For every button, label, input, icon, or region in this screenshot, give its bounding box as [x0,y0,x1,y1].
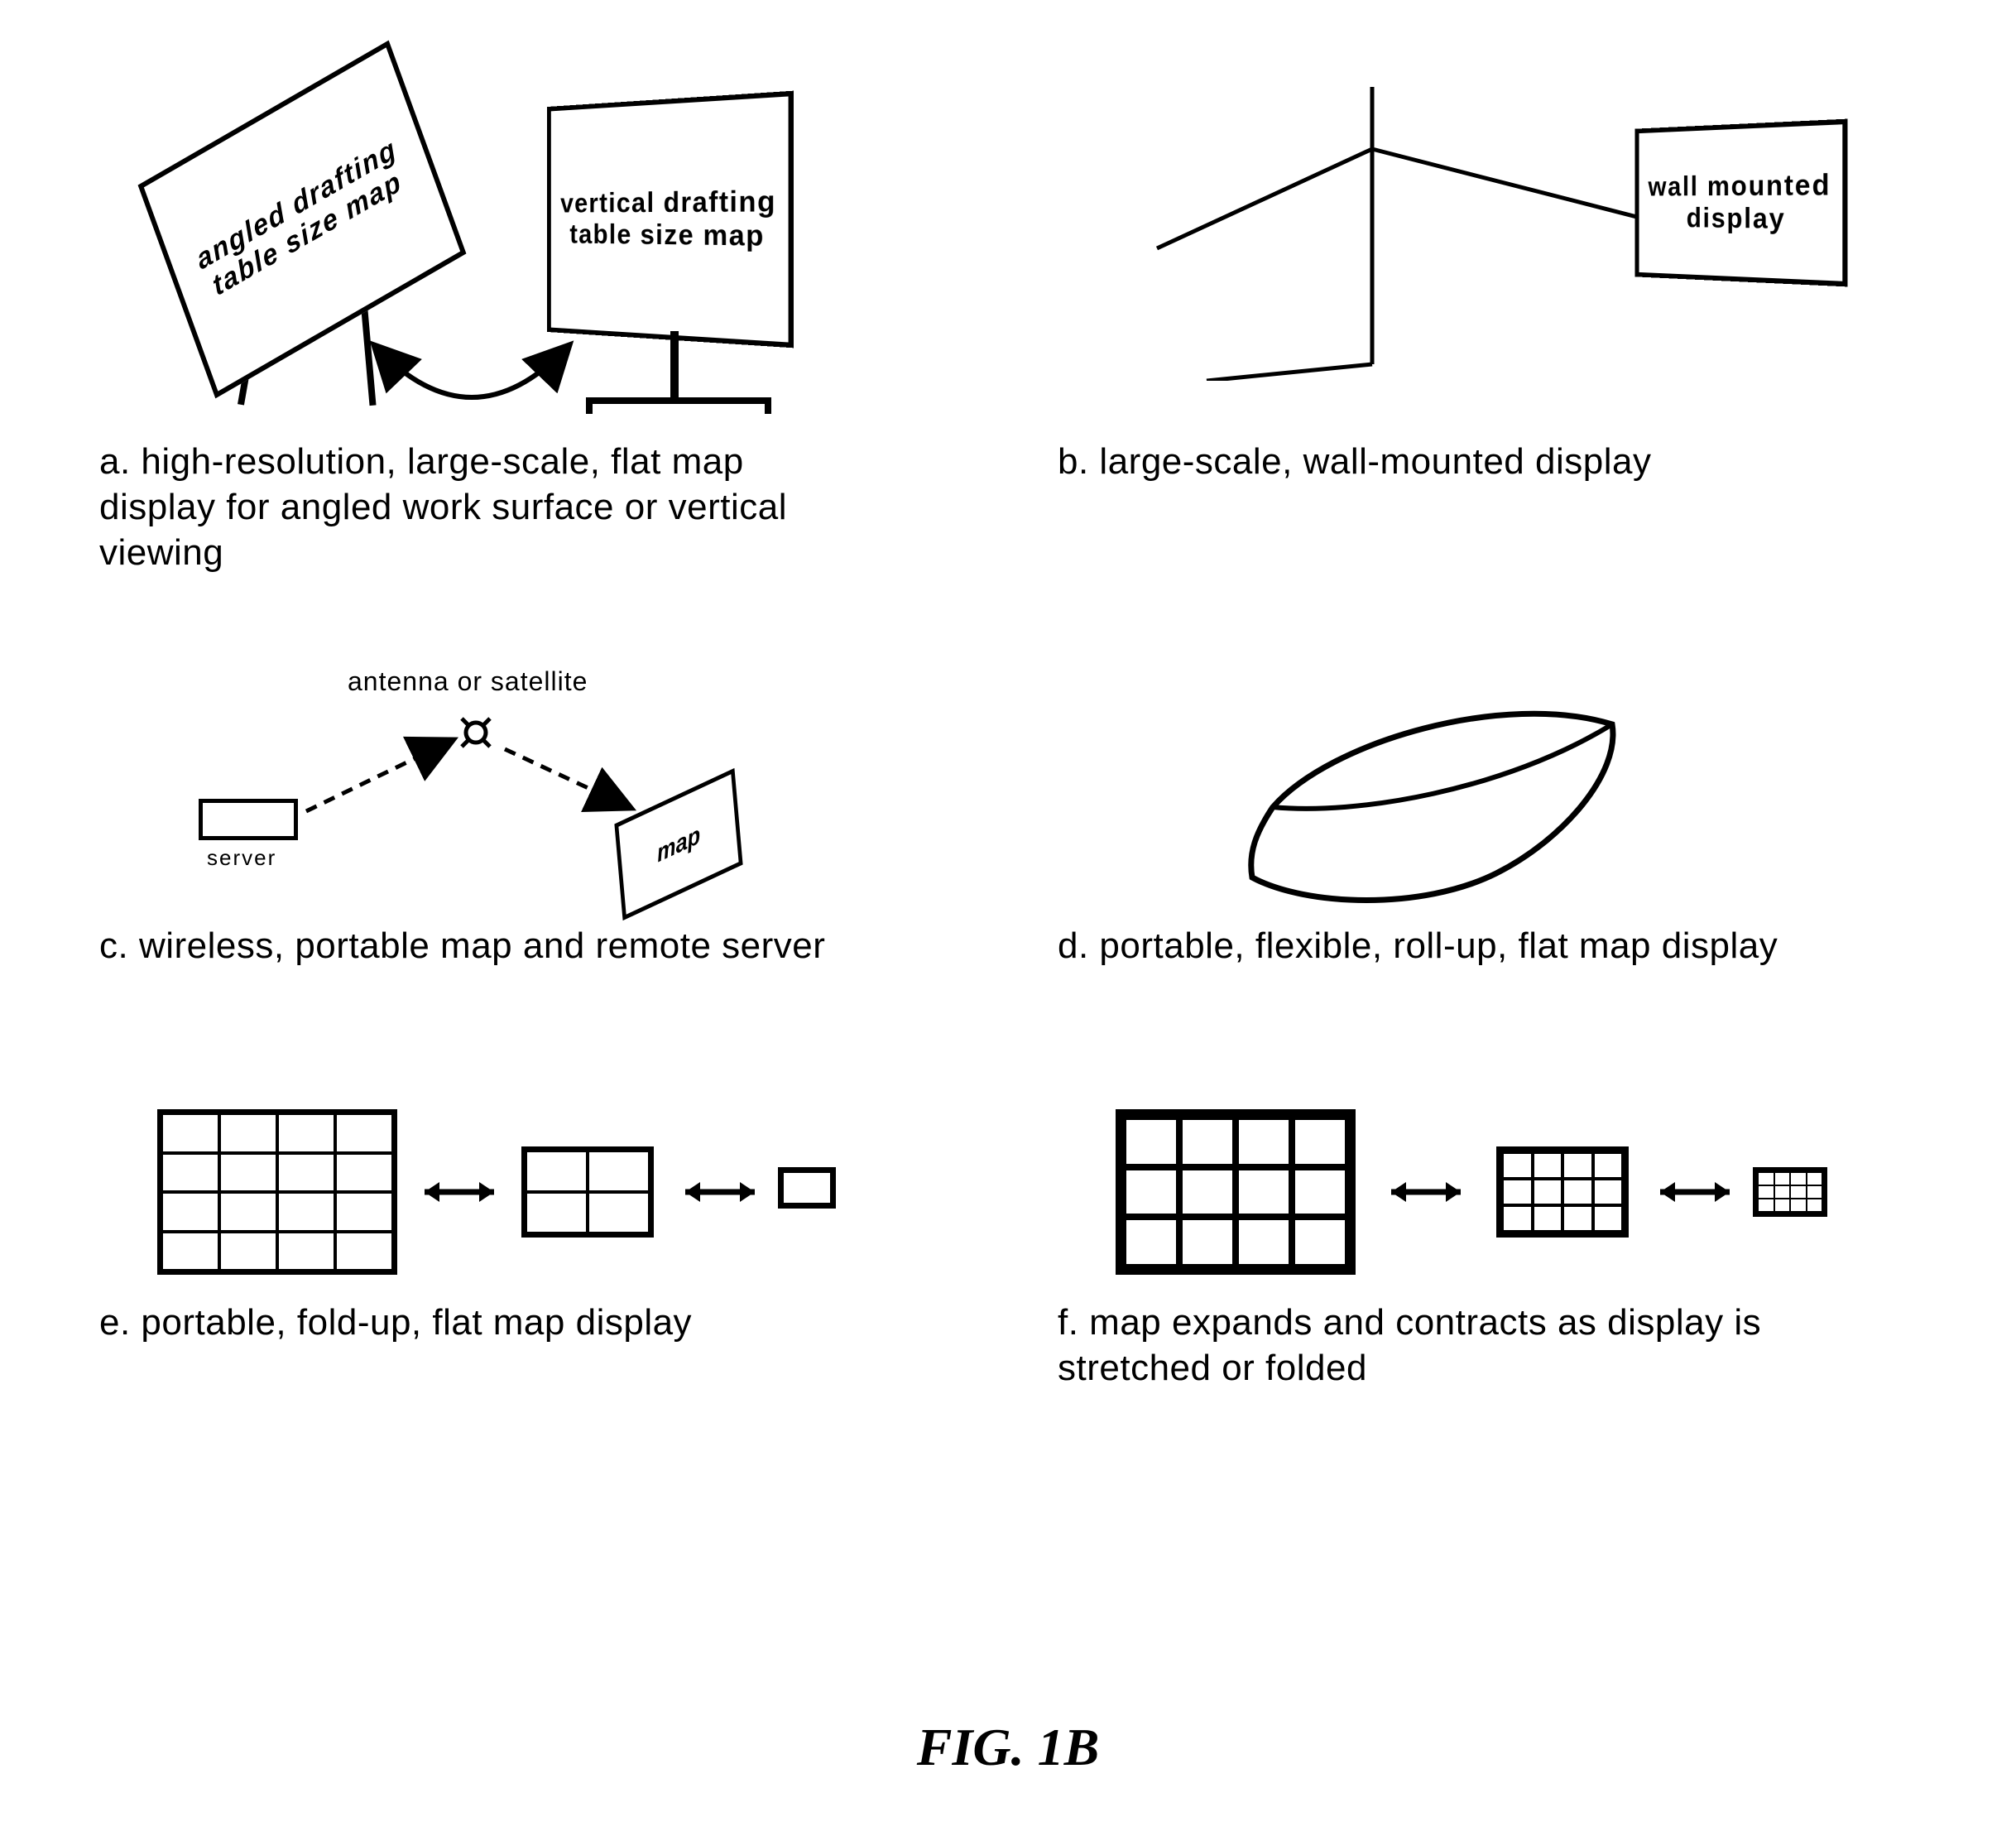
server-label: server [207,845,276,871]
expand-grid-0 [1116,1109,1356,1275]
panel-c-illustration: antenna or satellite server [99,642,958,915]
antenna-satellite-label: antenna or satellite [348,666,588,697]
transition-arrow [364,331,579,430]
figure-1b-page: angled drafting table size map vertical … [66,50,1950,1786]
angled-board-label: angled drafting table size map [170,120,434,319]
panel-e: e. portable, fold-up, flat map display [99,1035,958,1391]
server-icon [199,799,298,840]
panel-c: antenna or satellite server [99,642,958,968]
flexible-sheet-icon [1207,666,1670,931]
double-arrow-icon [670,1180,770,1204]
panel-d: d. portable, flexible, roll-up, flat map… [1058,642,1917,968]
fold-grid-1 [521,1146,654,1238]
panel-b: wall mounted display b. large-scale, wal… [1058,83,1917,575]
fold-grid-0 [157,1109,397,1275]
vertical-drafting-table: vertical drafting table size map [547,91,794,348]
panel-f-illustration [1058,1035,1917,1291]
panel-e-illustration [99,1035,958,1291]
expand-grid-1 [1496,1146,1629,1238]
figure-title: FIG. 1B [917,1717,1100,1778]
double-arrow-icon [410,1180,509,1204]
vertical-stand [563,331,794,422]
expand-grid-2 [1753,1167,1827,1217]
wall-mounted-display: wall mounted display [1635,119,1848,287]
portable-map-label: map [655,820,701,868]
panel-a: angled drafting table size map vertical … [99,83,958,575]
panel-f: f. map expands and contracts as display … [1058,1035,1917,1391]
wall-display-label: wall mounted display [1639,168,1843,237]
double-arrow-icon [1376,1180,1476,1204]
caption-a: a. high-resolution, large-scale, flat ma… [99,439,844,575]
server-to-antenna-arrow [298,733,463,824]
panel-d-illustration [1058,642,1917,915]
panel-grid: angled drafting table size map vertical … [66,50,1950,1391]
antenna-to-map-arrow [497,741,646,824]
panel-b-illustration: wall mounted display [1058,83,1917,430]
double-arrow-icon [1645,1180,1745,1204]
fold-grid-2 [778,1167,836,1209]
caption-e: e. portable, fold-up, flat map display [99,1300,844,1345]
caption-b: b. large-scale, wall-mounted display [1058,439,1802,484]
caption-f: f. map expands and contracts as display … [1058,1300,1802,1391]
panel-a-illustration: angled drafting table size map vertical … [99,83,958,430]
caption-c: c. wireless, portable map and remote ser… [99,923,844,968]
wall-corner [1140,83,1720,381]
vertical-board-label: vertical drafting table size map [551,185,789,254]
